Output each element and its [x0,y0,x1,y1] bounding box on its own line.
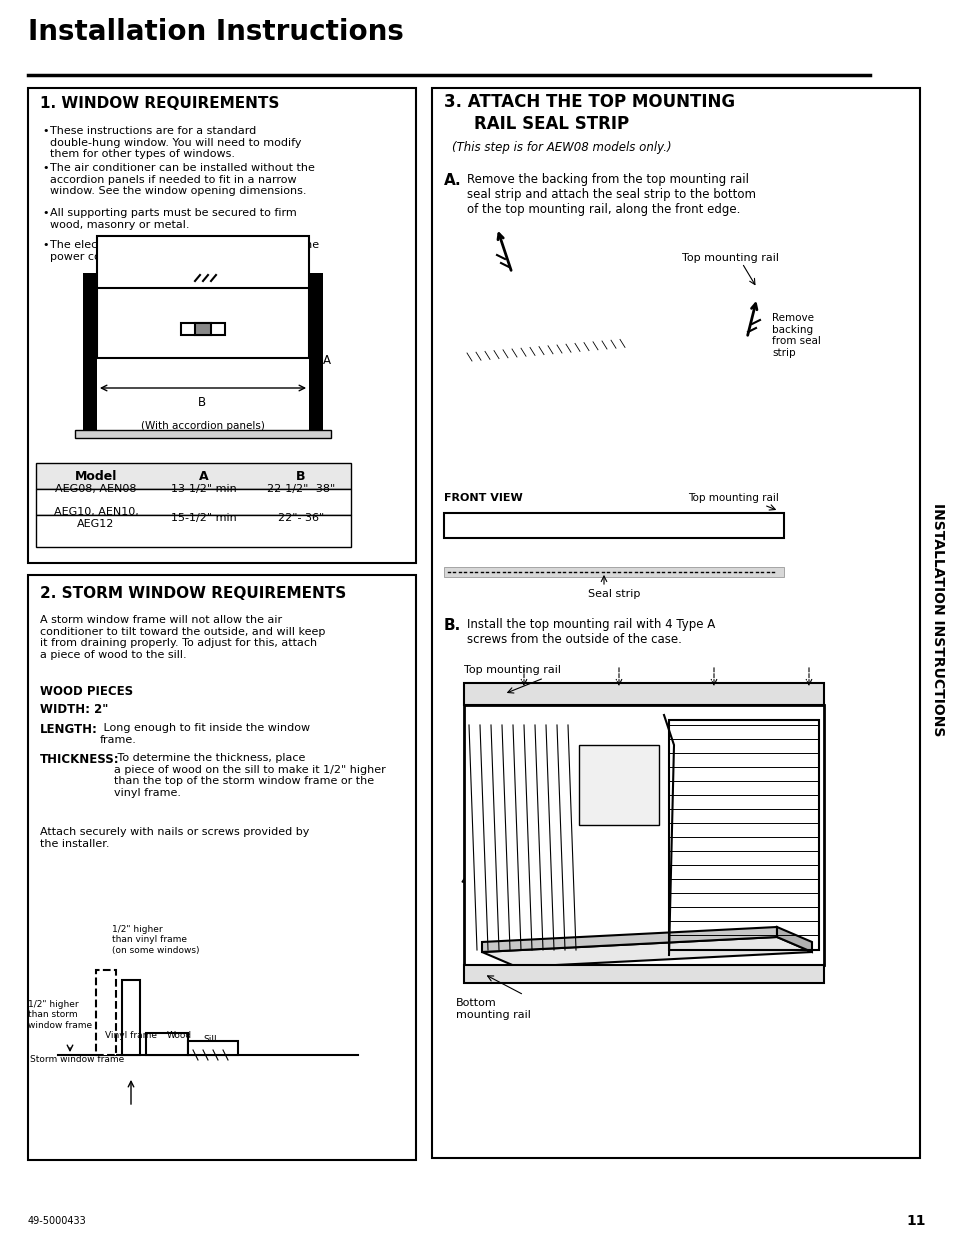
Bar [122,981,140,1055]
Bar [463,683,823,705]
Text: A: A [323,354,331,367]
Text: Remove
backing
from seal
strip: Remove backing from seal strip [771,312,820,358]
Text: 49-5000433: 49-5000433 [28,1216,87,1226]
Bar [443,513,783,538]
Text: B: B [296,469,305,483]
Bar [96,969,116,1055]
Text: Seal strip: Seal strip [587,589,639,599]
Text: Installation Instructions: Installation Instructions [28,19,403,46]
Text: AEG08, AEN08: AEG08, AEN08 [55,484,136,494]
Text: 3. ATTACH THE TOP MOUNTING: 3. ATTACH THE TOP MOUNTING [443,93,735,111]
Text: 1/2" higher
than vinyl frame
(on some windows): 1/2" higher than vinyl frame (on some wi… [112,925,199,955]
Text: 22"- 36": 22"- 36" [277,513,324,522]
Bar [443,567,783,577]
Text: To determine the thickness, place
a piece of wood on the sill to make it 1/2" hi: To determine the thickness, place a piec… [113,753,385,798]
Text: Long enough to fit inside the window
frame.: Long enough to fit inside the window fra… [100,722,310,745]
Bar [83,273,97,438]
Text: Bottom
mounting rail: Bottom mounting rail [456,998,530,1020]
Text: •: • [42,240,49,249]
Bar [36,515,351,547]
Text: Wood: Wood [167,1030,192,1040]
Text: These instructions are for a standard
double-hung window. You will need to modif: These instructions are for a standard do… [50,126,301,159]
Bar [668,720,818,950]
Text: 2. STORM WINDOW REQUIREMENTS: 2. STORM WINDOW REQUIREMENTS [40,585,346,600]
Text: Install the top mounting rail with 4 Type A
screws from the outside of the case.: Install the top mounting rail with 4 Typ… [467,618,715,646]
Text: Top mounting rail: Top mounting rail [687,493,779,503]
Bar [97,282,309,291]
Bar [36,489,351,515]
Bar [463,965,823,983]
Bar [463,705,823,965]
Text: A: A [198,469,208,483]
Text: B.: B. [443,618,460,634]
Bar [188,1041,237,1055]
Text: 11: 11 [905,1214,925,1228]
Text: Storm window frame: Storm window frame [30,1056,124,1065]
Polygon shape [481,937,811,967]
Text: Attach securely with nails or screws provided by
the installer.: Attach securely with nails or screws pro… [40,827,309,848]
Text: Sill: Sill [203,1035,216,1045]
Polygon shape [481,927,776,952]
Bar [97,288,309,358]
Text: Remove the backing from the top mounting rail
seal strip and attach the seal str: Remove the backing from the top mounting… [467,173,755,216]
Text: Top mounting rail: Top mounting rail [463,664,560,676]
Text: Top mounting rail: Top mounting rail [681,253,779,263]
Text: •: • [42,126,49,136]
Text: (With accordion panels): (With accordion panels) [141,421,265,431]
Polygon shape [461,867,776,902]
Bar [181,324,225,335]
Text: 1/2" higher
than storm
window frame: 1/2" higher than storm window frame [28,1000,92,1030]
Text: •: • [42,207,49,219]
Bar [36,463,351,489]
Text: (This step is for AEW08 models only.): (This step is for AEW08 models only.) [452,142,671,154]
Bar [432,88,919,1158]
Text: INSTALLATION INSTRUCTIONS: INSTALLATION INSTRUCTIONS [930,504,944,737]
Text: •: • [42,163,49,173]
Bar [578,745,659,825]
Text: 22-1/2"- 38": 22-1/2"- 38" [267,484,335,494]
Bar [97,236,309,291]
Text: 1. WINDOW REQUIREMENTS: 1. WINDOW REQUIREMENTS [40,96,279,111]
Bar [28,88,416,563]
Text: RAIL SEAL STRIP: RAIL SEAL STRIP [474,115,628,133]
Text: WIDTH: 2": WIDTH: 2" [40,703,109,716]
Text: A storm window frame will not allow the air
conditioner to tilt toward the outsi: A storm window frame will not allow the … [40,615,325,659]
Text: 15-1/2" min: 15-1/2" min [171,513,236,522]
Text: Vinyl frame: Vinyl frame [105,1030,157,1040]
Bar [194,324,211,335]
Bar [75,430,331,438]
Text: 13-1/2" min: 13-1/2" min [171,484,236,494]
Text: LENGTH:: LENGTH: [40,722,98,736]
Text: The air conditioner can be installed without the
accordion panels if needed to f: The air conditioner can be installed wit… [50,163,314,196]
Text: A.: A. [443,173,461,188]
Text: Model: Model [74,469,117,483]
Bar [309,273,323,438]
Text: B: B [198,395,206,409]
Bar [28,576,416,1160]
Text: WOOD PIECES: WOOD PIECES [40,685,133,698]
Text: AEG10, AEN10,
AEG12: AEG10, AEN10, AEG12 [53,508,138,529]
Text: All supporting parts must be secured to firm
wood, masonry or metal.: All supporting parts must be secured to … [50,207,296,230]
Polygon shape [776,927,811,952]
Text: THICKNESS:: THICKNESS: [40,753,119,766]
Text: FRONT VIEW: FRONT VIEW [443,493,522,503]
Text: The electrical outlet must be within reach of the
power cord.: The electrical outlet must be within rea… [50,240,319,262]
Bar [146,1032,188,1055]
